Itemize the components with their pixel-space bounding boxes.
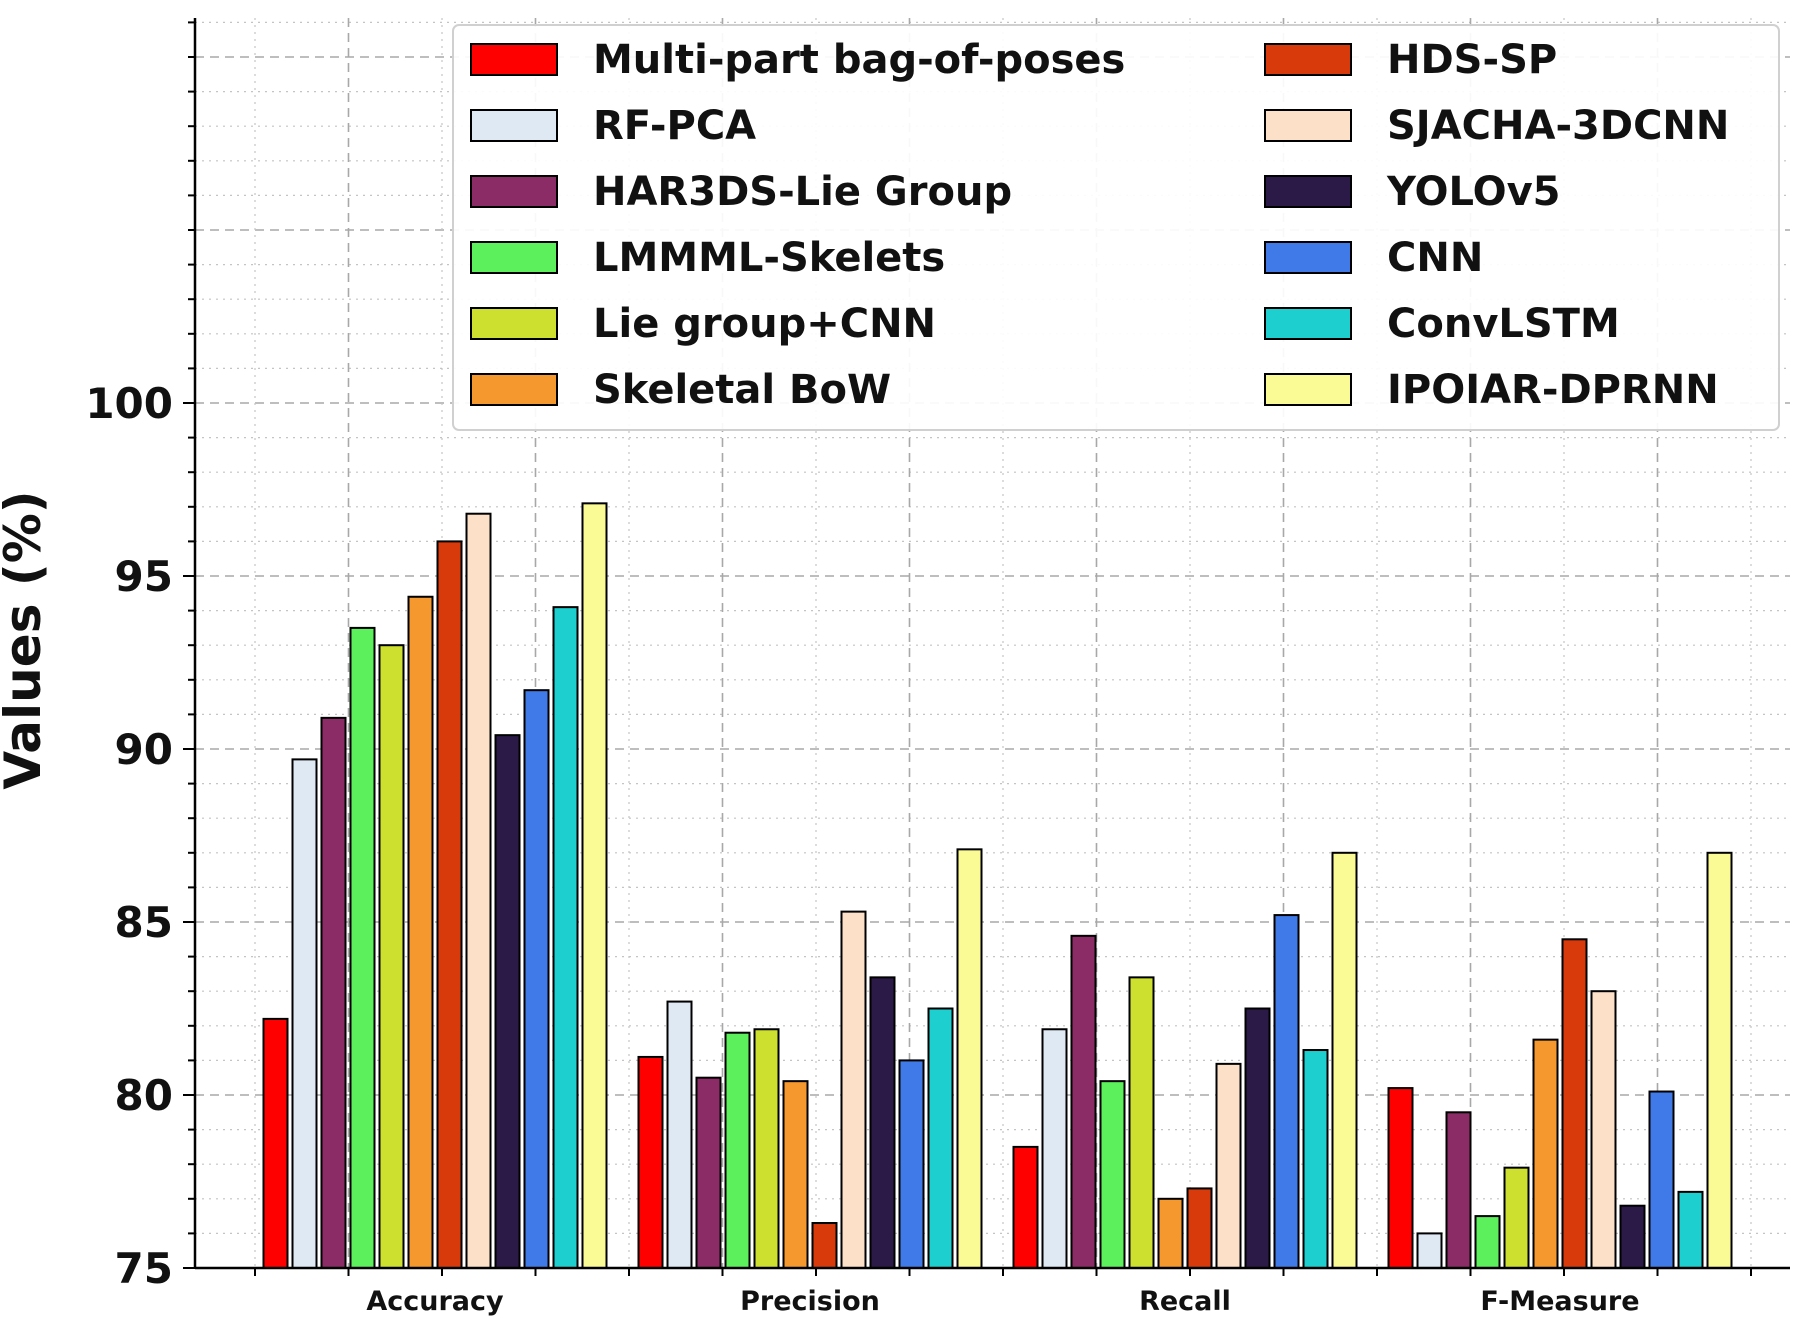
- x-category-label: Recall: [1139, 1286, 1231, 1317]
- y-tick-labels: 75 80 85 90 95 100: [85, 379, 173, 1293]
- legend-swatch: [470, 109, 558, 142]
- bar-precision-0: [637, 1055, 664, 1269]
- legend-entry-label: HDS-SP: [1387, 37, 1557, 83]
- y-tick-label: 85: [115, 898, 173, 947]
- bar-precision-11: [956, 848, 983, 1270]
- bar-f-measure-7: [1590, 990, 1617, 1269]
- bar-recall-3: [1099, 1080, 1126, 1270]
- legend-swatch: [1264, 43, 1352, 76]
- bar-precision-7: [840, 910, 867, 1269]
- legend-swatch: [1264, 373, 1352, 406]
- bar-f-measure-2: [1445, 1111, 1472, 1270]
- legend-entry-label: CNN: [1387, 235, 1483, 281]
- bar-precision-9: [898, 1059, 925, 1270]
- bar-f-measure-3: [1474, 1215, 1501, 1269]
- bar-precision-6: [811, 1222, 838, 1270]
- bar-recall-0: [1012, 1145, 1039, 1270]
- bar-recall-11: [1331, 851, 1358, 1269]
- bar-accuracy-4: [378, 644, 405, 1269]
- bar-accuracy-0: [262, 1017, 289, 1269]
- legend-swatch: [1264, 109, 1352, 142]
- bar-f-measure-6: [1561, 938, 1588, 1269]
- legend-swatch: [470, 373, 558, 406]
- bar-precision-2: [695, 1076, 722, 1269]
- bar-f-measure-0: [1387, 1087, 1414, 1269]
- y-tick-label: 80: [115, 1071, 173, 1120]
- bar-accuracy-3: [349, 626, 376, 1269]
- axes: [183, 18, 1790, 1276]
- legend-swatch: [470, 307, 558, 340]
- legend-entry-label: RF-PCA: [593, 103, 756, 149]
- x-category-label: Precision: [740, 1286, 880, 1317]
- legend-entry-label: Lie group+CNN: [593, 301, 936, 347]
- bar-accuracy-9: [523, 689, 550, 1269]
- bar-accuracy-10: [552, 606, 579, 1269]
- legend-swatch: [1264, 175, 1352, 208]
- legend-entry-label: Skeletal BoW: [593, 367, 891, 413]
- bar-f-measure-11: [1706, 851, 1733, 1269]
- bar-recall-7: [1215, 1062, 1242, 1269]
- bar-f-measure-5: [1532, 1038, 1559, 1270]
- bar-recall-9: [1273, 914, 1300, 1270]
- legend-entry-label: ConvLSTM: [1387, 301, 1620, 347]
- legend-entry-label: YOLOv5: [1386, 169, 1561, 215]
- legend-entry-label: HAR3DS-Lie Group: [593, 169, 1012, 215]
- bar-accuracy-2: [320, 716, 347, 1269]
- legend-swatch: [1264, 307, 1352, 340]
- y-tick-label: 90: [115, 725, 173, 774]
- y-axis-label: Values (%): [0, 490, 52, 789]
- legend-swatch: [470, 175, 558, 208]
- bar-accuracy-5: [407, 595, 434, 1269]
- bar-accuracy-7: [465, 512, 492, 1269]
- bar-precision-8: [869, 976, 896, 1269]
- y-tick-label: 75: [115, 1244, 173, 1293]
- legend-entry-label: IPOIAR-DPRNN: [1387, 367, 1719, 413]
- legend: Multi-part bag-of-poses RF-PCA HAR3DS-Lie …: [452, 24, 1780, 431]
- legend-swatch: [1264, 241, 1352, 274]
- bar-f-measure-9: [1648, 1090, 1675, 1270]
- bar-recall-2: [1070, 934, 1097, 1270]
- bars-group: [262, 502, 1733, 1270]
- bar-accuracy-8: [494, 734, 521, 1269]
- bar-precision-4: [753, 1028, 780, 1270]
- bar-precision-3: [724, 1031, 751, 1269]
- bar-f-measure-1: [1416, 1232, 1443, 1270]
- bar-recall-1: [1041, 1028, 1068, 1270]
- bar-recall-10: [1302, 1049, 1329, 1270]
- bar-precision-5: [782, 1080, 809, 1270]
- bar-recall-5: [1157, 1197, 1184, 1270]
- bar-accuracy-6: [436, 540, 463, 1269]
- y-tick-label: 95: [115, 552, 173, 601]
- legend-box: [452, 24, 1780, 431]
- bar-recall-8: [1244, 1007, 1271, 1269]
- legend-swatch: [470, 241, 558, 274]
- bar-recall-6: [1186, 1187, 1213, 1270]
- bar-recall-4: [1128, 976, 1155, 1269]
- legend-entry-label: Multi-part bag-of-poses: [593, 37, 1125, 83]
- bar-f-measure-10: [1677, 1190, 1704, 1270]
- x-category-labels: Accuracy Precision Recall F-Measure: [366, 1286, 1639, 1317]
- bar-f-measure-8: [1619, 1204, 1646, 1269]
- x-category-label: F-Measure: [1480, 1286, 1639, 1317]
- y-tick-label: 100: [85, 379, 173, 428]
- legend-entry-label: LMMML-Skelets: [593, 235, 945, 281]
- bar-accuracy-1: [291, 758, 318, 1269]
- x-category-label: Accuracy: [366, 1286, 504, 1317]
- bar-f-measure-4: [1503, 1166, 1530, 1270]
- bar-precision-1: [666, 1000, 693, 1270]
- bar-precision-10: [927, 1007, 954, 1269]
- bar-accuracy-11: [581, 502, 608, 1269]
- legend-swatch: [470, 43, 558, 76]
- legend-entry-label: SJACHA-3DCNN: [1387, 103, 1729, 149]
